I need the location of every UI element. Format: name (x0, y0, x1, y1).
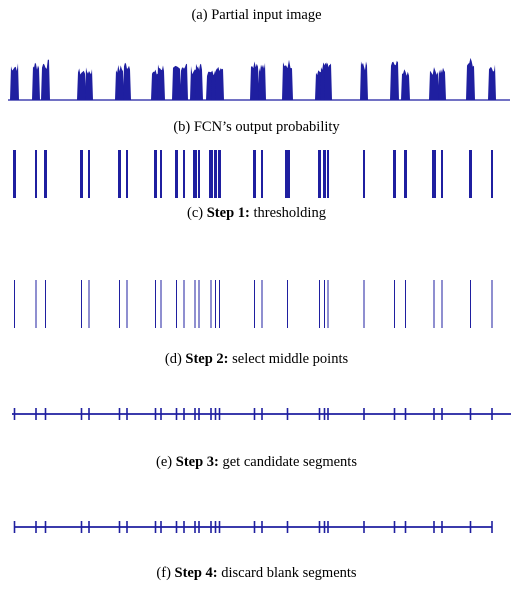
threshold-bar (285, 150, 290, 198)
probability-spike (10, 63, 19, 100)
threshold-bar (261, 150, 263, 198)
caption-a-text: Partial input image (211, 7, 322, 23)
caption-d-step: Step 2: (185, 351, 229, 367)
threshold-bar (154, 150, 157, 198)
caption-c: (c) Step 1: thresholding (0, 204, 513, 222)
thresholded-lines (13, 150, 493, 198)
threshold-bar (253, 150, 256, 198)
probability-spike (324, 63, 332, 100)
threshold-bar (88, 150, 90, 198)
caption-b-text: FCN’s output probability (193, 119, 340, 135)
probability-spike (157, 64, 165, 100)
probability-spike (32, 62, 40, 100)
probability-spike (488, 64, 496, 100)
threshold-bar (469, 150, 472, 198)
threshold-bar (323, 150, 326, 198)
probability-spike (401, 69, 410, 100)
threshold-bar (80, 150, 83, 198)
caption-a-label: (a) (191, 7, 208, 23)
caption-c-label: (c) (187, 205, 204, 221)
probability-spike (438, 67, 446, 100)
threshold-bar (214, 150, 217, 198)
caption-d-text: select middle points (232, 351, 349, 367)
threshold-bar (44, 150, 47, 198)
threshold-bar (193, 150, 197, 198)
probability-plot (8, 57, 510, 101)
probability-spike (115, 65, 124, 100)
caption-c-text: thresholding (253, 205, 326, 221)
threshold-bar (126, 150, 128, 198)
caption-f-step: Step 4: (174, 565, 218, 581)
threshold-bar (209, 150, 213, 198)
probability-spike (85, 67, 93, 100)
caption-a: (a) Partial input image (0, 6, 513, 24)
probability-spike (282, 59, 293, 100)
threshold-bar (491, 150, 493, 198)
probability-spike (250, 61, 259, 100)
caption-f-text: discard blank segments (221, 565, 357, 581)
threshold-bar (198, 150, 200, 198)
probability-spike (390, 60, 399, 100)
probability-spike (466, 57, 475, 100)
threshold-bar (363, 150, 365, 198)
probability-spike (77, 68, 86, 100)
probability-spike (41, 59, 50, 100)
threshold-bar (35, 150, 37, 198)
caption-b: (b) FCN’s output probability (0, 118, 513, 136)
probability-spike (258, 63, 266, 100)
threshold-bar (160, 150, 162, 198)
threshold-bar (432, 150, 436, 198)
caption-e: (e) Step 3: get candidate segments (0, 453, 513, 471)
probability-spike (172, 65, 181, 100)
threshold-bar (183, 150, 185, 198)
probability-spike (123, 62, 131, 100)
probability-spike (195, 63, 203, 100)
caption-c-step: Step 1: (206, 205, 250, 221)
threshold-bar (13, 150, 16, 198)
probability-spike (429, 67, 439, 100)
caption-e-step: Step 3: (175, 454, 219, 470)
kept-segments (13, 521, 493, 533)
threshold-bar (441, 150, 443, 198)
threshold-bar (218, 150, 221, 198)
probability-spike (360, 61, 368, 100)
caption-d-label: (d) (164, 351, 182, 367)
caption-e-label: (e) (156, 454, 173, 470)
threshold-bar (327, 150, 329, 198)
middle-point-lines (14, 280, 493, 328)
threshold-bar (318, 150, 321, 198)
threshold-bar (175, 150, 178, 198)
caption-f-label: (f) (156, 565, 171, 581)
candidate-segments (12, 408, 511, 420)
caption-b-label: (b) (173, 119, 191, 135)
threshold-bar (393, 150, 396, 198)
caption-d: (d) Step 2: select middle points (0, 350, 513, 368)
probability-spike (215, 66, 224, 100)
threshold-bar (118, 150, 121, 198)
probability-spike (180, 63, 188, 100)
caption-e-text: get candidate segments (222, 454, 357, 470)
threshold-bar (404, 150, 407, 198)
caption-f: (f) Step 4: discard blank segments (0, 564, 513, 582)
